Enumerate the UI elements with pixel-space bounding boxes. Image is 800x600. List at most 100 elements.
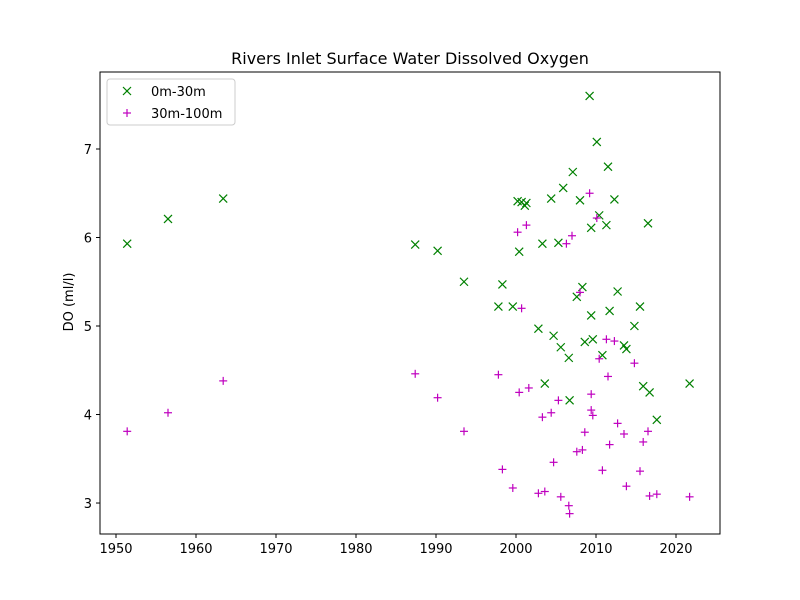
point-30-100m xyxy=(613,419,622,428)
point-0-30m xyxy=(621,344,631,354)
series-2 xyxy=(123,189,694,518)
point-0-30m xyxy=(585,91,595,101)
point-30-100m xyxy=(517,304,526,313)
point-0-30m xyxy=(565,395,575,405)
x-tick-label: 2020 xyxy=(659,542,692,557)
marker-stroke xyxy=(122,86,132,96)
marker-stroke xyxy=(433,246,443,256)
point-30-100m xyxy=(494,370,503,379)
marker-stroke xyxy=(564,353,574,363)
point-0-30m xyxy=(459,277,469,287)
marker-stroke xyxy=(621,344,631,354)
x-tick-label: 1970 xyxy=(259,542,292,557)
point-30-100m xyxy=(630,359,639,368)
marker-stroke xyxy=(609,195,619,204)
point-0-30m xyxy=(514,247,524,257)
marker-stroke xyxy=(638,381,648,391)
marker-stroke xyxy=(605,306,615,316)
y-axis-label: DO (ml/l) xyxy=(62,273,77,332)
legend-label: 0m-30m xyxy=(151,85,206,100)
marker-stroke xyxy=(585,91,595,101)
point-0-30m xyxy=(553,238,563,248)
point-0-30m xyxy=(575,195,585,205)
data-markers xyxy=(122,91,695,518)
point-0-30m xyxy=(605,306,615,316)
legend-marker xyxy=(122,86,132,96)
point-30-100m xyxy=(610,337,619,346)
point-30-100m xyxy=(588,411,597,420)
marker-stroke xyxy=(645,387,655,397)
marker-stroke xyxy=(643,218,653,228)
marker-stroke xyxy=(553,238,563,248)
marker-stroke xyxy=(218,194,228,203)
point-30-100m xyxy=(562,239,571,248)
point-0-30m xyxy=(433,246,443,256)
point-0-30m xyxy=(410,240,420,250)
marker-stroke xyxy=(513,196,523,206)
marker-stroke xyxy=(122,239,132,249)
point-30-100m xyxy=(219,376,228,385)
x-tick-label: 1980 xyxy=(339,542,372,557)
marker-stroke xyxy=(514,247,524,257)
marker-stroke xyxy=(410,240,420,250)
y-axis: 3 4 5 6 7 xyxy=(84,143,100,512)
point-30-100m xyxy=(595,354,604,363)
marker-stroke xyxy=(613,287,623,296)
point-30-100m xyxy=(636,467,644,476)
point-0-30m xyxy=(586,223,596,233)
legend: 0m-30m 30m-100m xyxy=(106,78,236,126)
point-0-30m xyxy=(163,214,173,224)
point-30-100m xyxy=(604,372,612,381)
point-0-30m xyxy=(549,331,559,341)
chart-title: Rivers Inlet Surface Water Dissolved Oxy… xyxy=(231,49,589,68)
point-30-100m xyxy=(564,501,573,510)
point-30-100m xyxy=(644,427,652,436)
marker-stroke xyxy=(635,302,645,311)
marker-stroke xyxy=(565,395,575,405)
point-0-30m xyxy=(546,194,556,203)
point-30-100m xyxy=(538,413,547,422)
point-30-100m xyxy=(587,390,596,399)
marker-stroke xyxy=(603,162,613,172)
point-30-100m xyxy=(522,221,531,230)
point-0-30m xyxy=(564,353,574,363)
point-30-100m xyxy=(540,487,549,496)
marker-stroke xyxy=(163,214,173,224)
point-0-30m xyxy=(122,239,132,249)
plot-frame xyxy=(99,71,721,535)
marker-stroke xyxy=(575,195,585,205)
point-0-30m xyxy=(613,287,623,296)
point-30-100m xyxy=(652,490,661,499)
point-30-100m xyxy=(556,492,565,501)
point-0-30m xyxy=(609,195,619,204)
point-0-30m xyxy=(508,302,518,311)
marker-stroke xyxy=(546,194,556,203)
point-0-30m xyxy=(601,220,611,230)
marker-stroke xyxy=(568,167,578,177)
point-30-100m xyxy=(576,288,584,297)
point-30-100m xyxy=(534,489,543,498)
y-tick-label: 7 xyxy=(84,143,92,158)
x-axis: 1950 1960 1970 1980 1990 2000 2010 2020 xyxy=(99,534,693,557)
marker-stroke xyxy=(540,379,550,388)
y-tick-label: 6 xyxy=(84,232,92,247)
marker-stroke xyxy=(537,239,547,249)
point-30-100m xyxy=(568,231,576,240)
point-30-100m xyxy=(565,509,574,518)
marker-stroke xyxy=(619,341,629,350)
point-0-30m xyxy=(558,183,568,193)
point-0-30m xyxy=(645,387,655,397)
x-tick-label: 1990 xyxy=(419,542,452,557)
point-30-100m xyxy=(602,335,611,344)
marker-stroke xyxy=(549,331,559,341)
marker-stroke xyxy=(497,279,507,289)
marker-stroke xyxy=(629,321,639,331)
x-tick-label: 1950 xyxy=(99,542,132,557)
point-0-30m xyxy=(556,342,566,352)
marker-stroke xyxy=(521,198,531,208)
point-0-30m xyxy=(592,137,602,147)
point-0-30m xyxy=(537,239,547,249)
x-tick-label: 2010 xyxy=(579,542,612,557)
point-30-100m xyxy=(620,429,628,438)
